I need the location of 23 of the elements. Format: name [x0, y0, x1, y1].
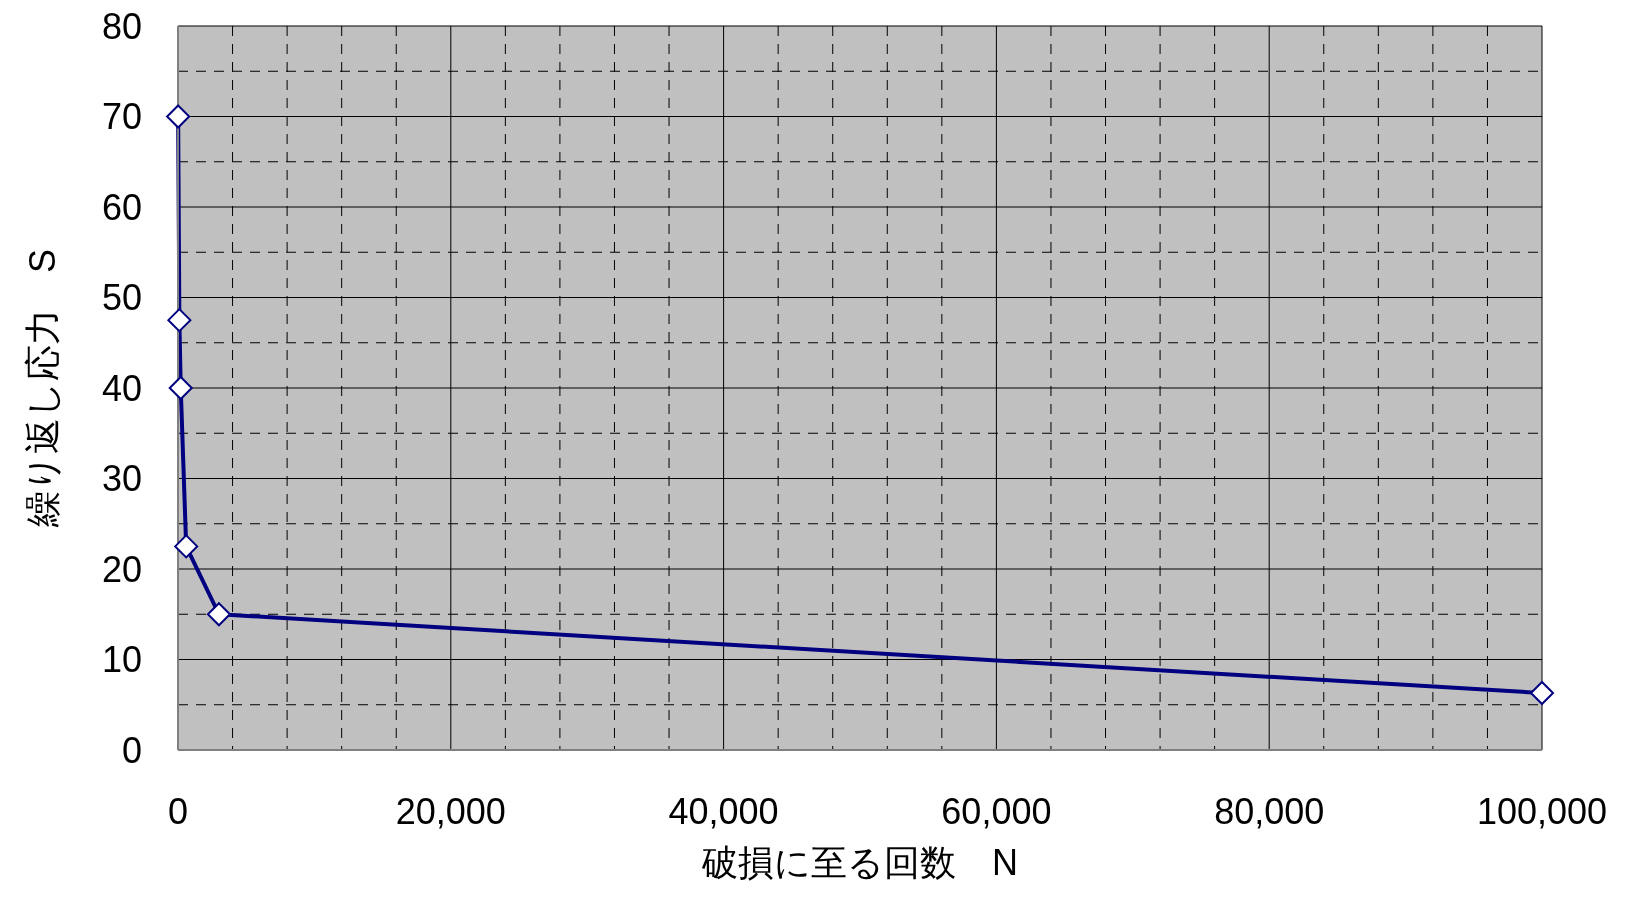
- y-tick-label: 80: [101, 5, 142, 47]
- y-axis-title: 繰り返し応力 S: [21, 248, 63, 529]
- point: [168, 376, 193, 400]
- point: [206, 602, 231, 627]
- y-tick-label: 50: [101, 277, 142, 319]
- y-tick-label: 70: [101, 96, 142, 138]
- x-tick-label: 40,000: [668, 790, 779, 832]
- point: [174, 534, 199, 559]
- x-tick-label: 20,000: [395, 790, 506, 832]
- x-tick-label: 100,000: [1476, 790, 1608, 832]
- x-axis-title: 破損に至る回数 N: [701, 842, 1018, 883]
- y-tick-label: 30: [101, 458, 142, 500]
- y-tick-label: 10: [101, 639, 142, 681]
- x-tick-label: 60,000: [941, 790, 1052, 832]
- point: [1530, 680, 1554, 705]
- x-tick-label: 0: [167, 790, 189, 832]
- point: [167, 308, 192, 333]
- y-tick-label: 60: [101, 186, 142, 228]
- y-tick-label: 20: [101, 548, 142, 590]
- point: [166, 104, 191, 129]
- y-tick-label: 0: [121, 729, 142, 771]
- x-tick-label: 80,000: [1214, 790, 1325, 832]
- y-tick-label: 40: [101, 367, 142, 409]
